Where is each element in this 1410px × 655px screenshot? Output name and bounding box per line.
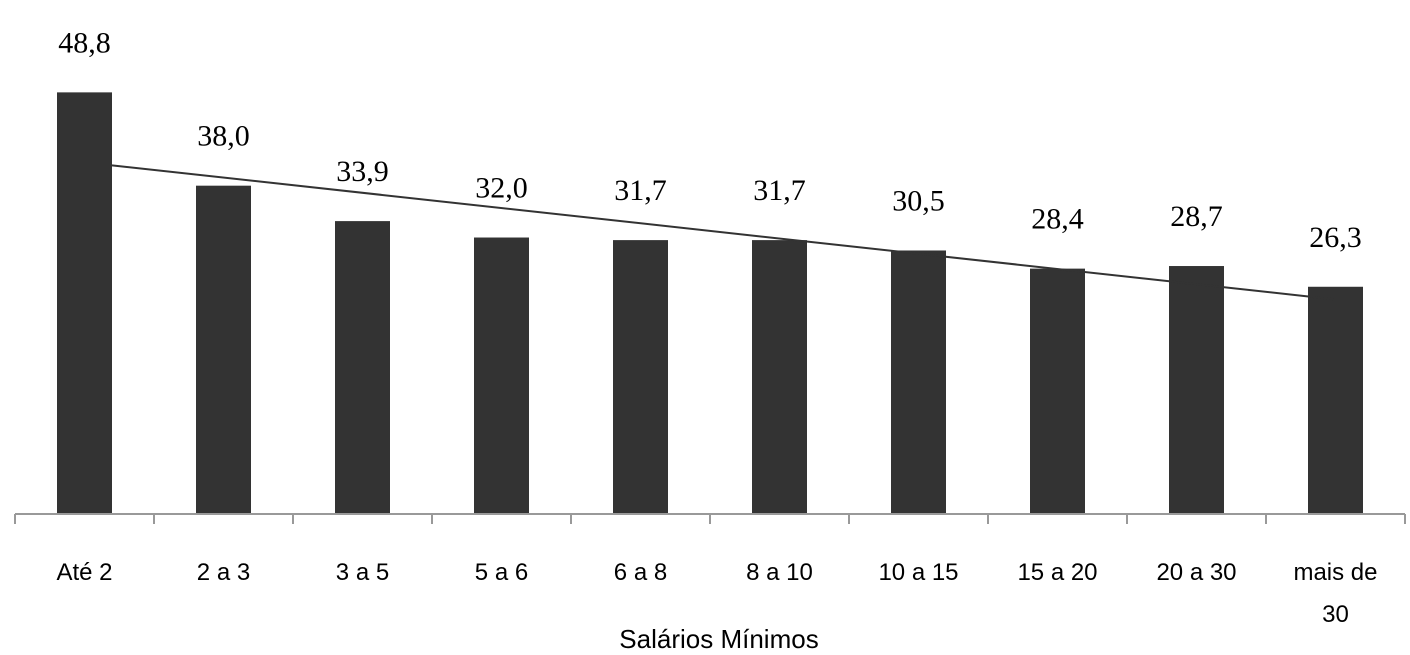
category-label: Até 2 [56,559,112,586]
bar [1169,266,1224,514]
data-label: 31,7 [614,174,667,207]
x-axis [14,513,1406,524]
category-label: 15 a 20 [1017,559,1097,586]
data-label: 26,3 [1309,221,1362,254]
category-label: 3 a 5 [336,559,389,586]
value-labels-group: 48,8 38,0 33,9 32,0 31,7 31,7 30,5 28,4 28,7 26,3 [58,26,1362,253]
data-label: 28,4 [1031,203,1084,236]
bars-group [57,92,1363,515]
trend-line [111,164,1336,301]
category-label: 8 a 10 [746,559,813,586]
category-labels-group: Até 2 2 a 3 3 a 5 5 a 6 6 a 8 8 a 10 10 a 15 15… [56,559,1377,628]
category-label: 10 a 15 [878,559,958,586]
bar [335,221,390,514]
data-label: 32,0 [475,172,528,205]
data-label: 30,5 [892,184,945,217]
category-label: 2 a 3 [197,559,250,586]
data-label: 28,7 [1170,200,1223,233]
bar [1308,286,1363,514]
bar [1030,268,1085,514]
category-label: 5 a 6 [475,559,528,586]
data-label: 38,0 [197,120,250,153]
data-label: 31,7 [753,174,806,207]
bar [57,92,112,515]
category-label: 20 a 30 [1156,559,1236,586]
x-axis-title: Salários Mínimos [619,624,818,654]
category-label: mais de [1293,559,1377,586]
bar [196,185,251,514]
category-label: 30 [1322,601,1349,628]
bar [752,240,807,514]
bar [891,250,946,515]
category-label: 6 a 8 [614,559,667,586]
data-label: 48,8 [58,26,111,59]
bar [474,237,529,514]
bar [613,240,668,514]
data-label: 33,9 [336,155,389,188]
